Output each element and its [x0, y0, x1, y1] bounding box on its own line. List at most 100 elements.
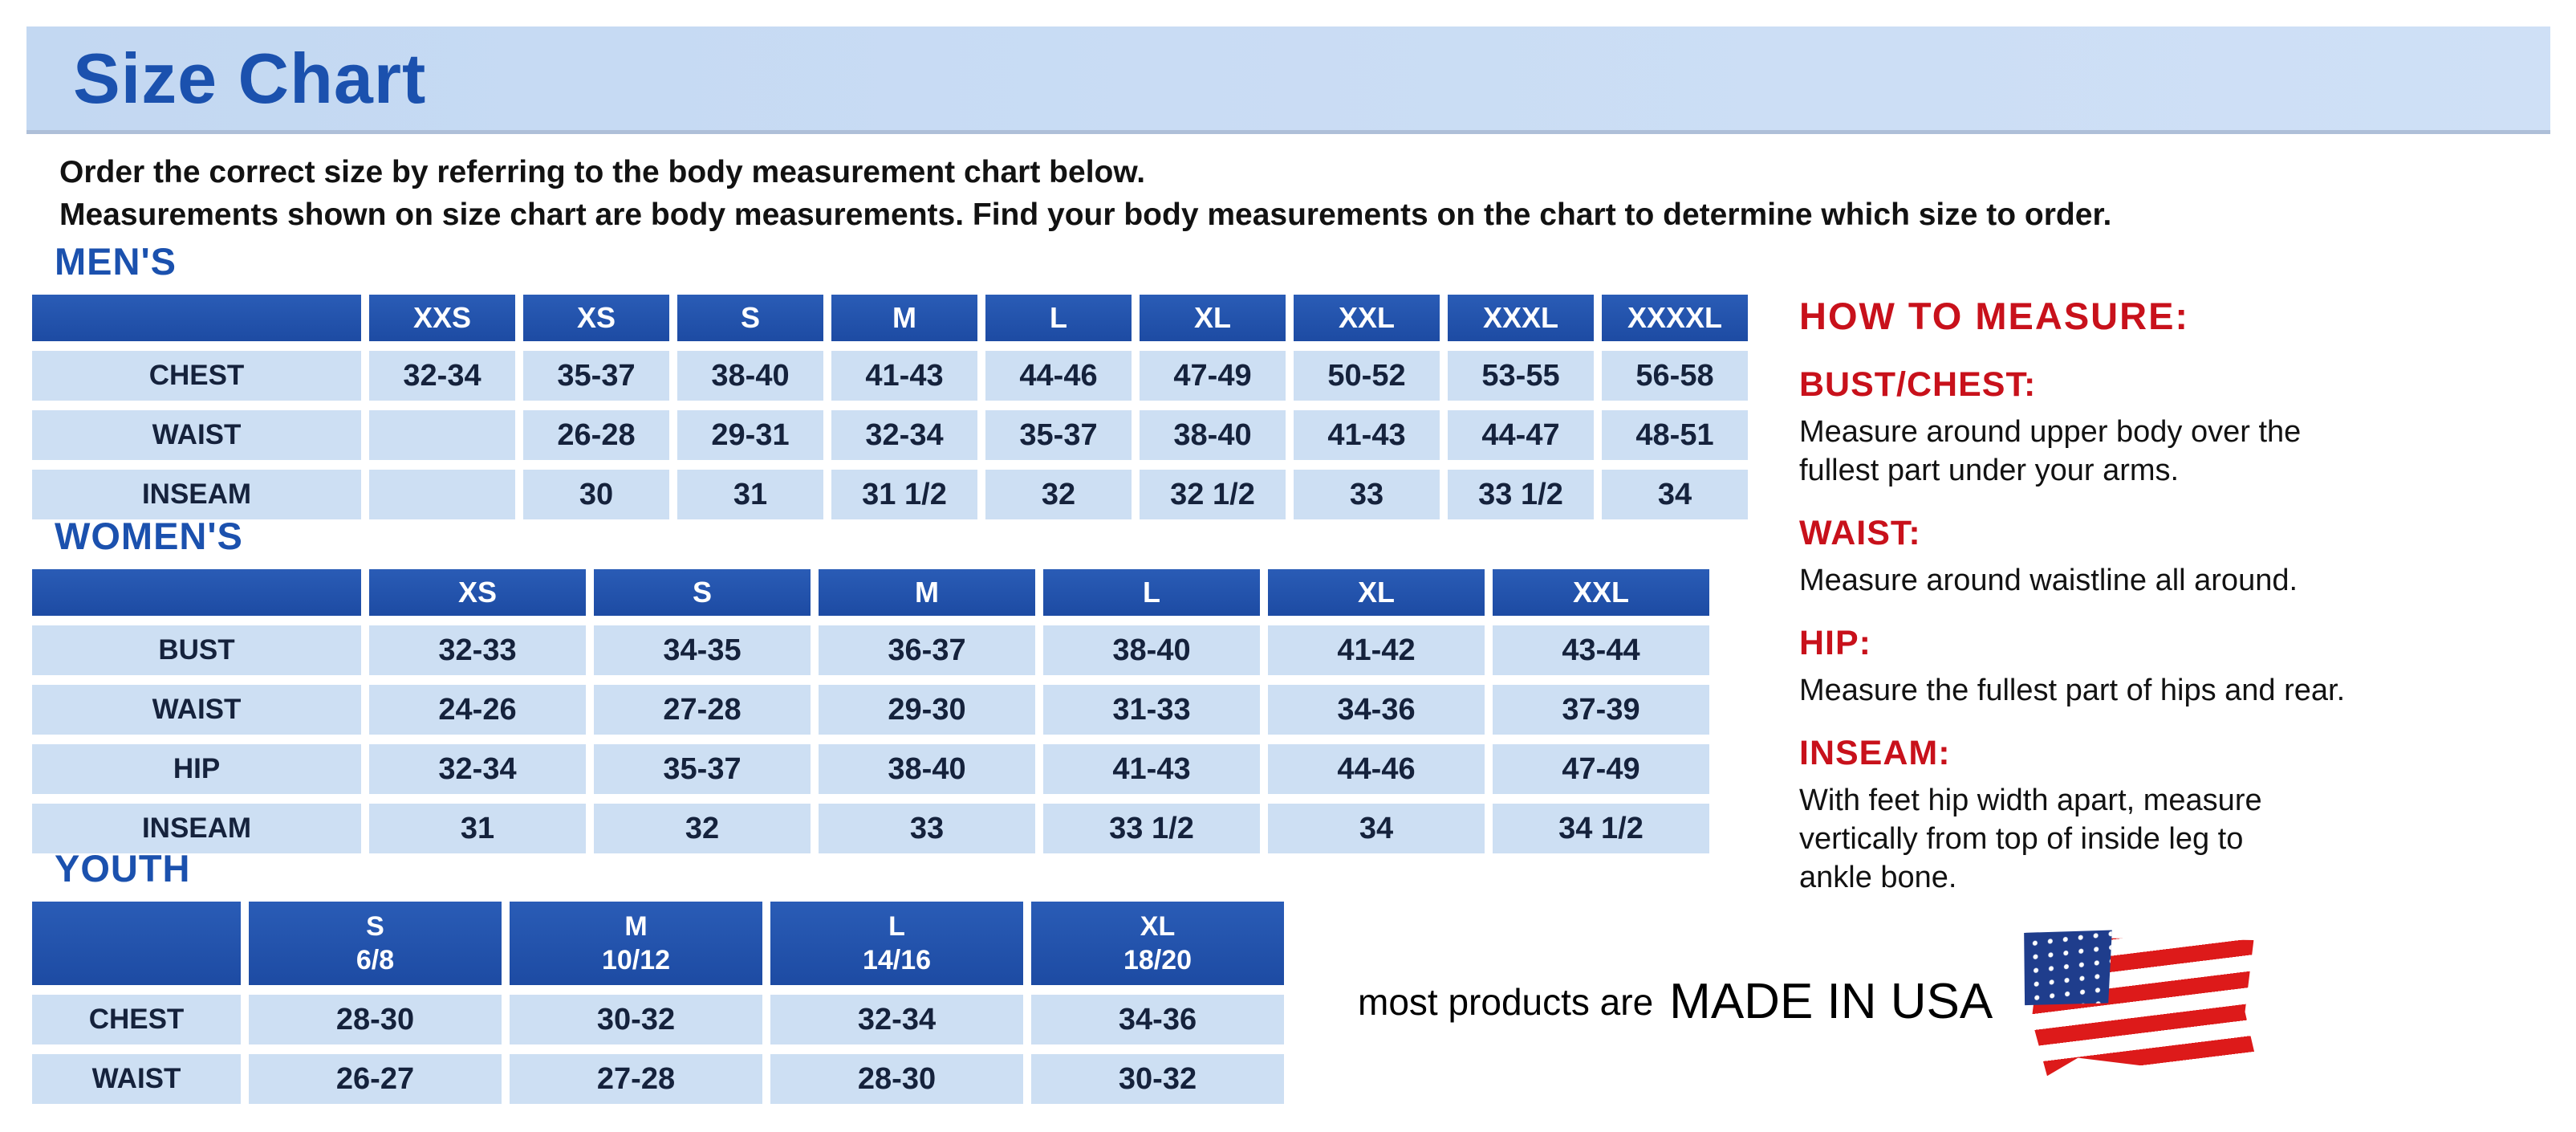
size-cell: 41-43	[1043, 744, 1260, 794]
size-cell: 36-37	[819, 625, 1035, 675]
column-header: M 10/12	[510, 902, 762, 985]
how-to-measure-items: BUST/CHEST: Measure around upper body ove…	[1799, 365, 2554, 897]
size-cell: 27-28	[510, 1054, 762, 1104]
size-cell: 32-34	[369, 351, 515, 401]
size-cell: 32 1/2	[1140, 470, 1286, 519]
size-cell: 47-49	[1493, 744, 1709, 794]
size-cell: 30-32	[510, 995, 762, 1044]
size-cell: 32-34	[831, 410, 977, 460]
size-cell: 28-30	[249, 995, 502, 1044]
size-cell: 34-36	[1031, 995, 1284, 1044]
size-cell: 32-34	[770, 995, 1023, 1044]
size-cell: 31 1/2	[831, 470, 977, 519]
corner-header-cell	[32, 295, 361, 341]
column-header: XL 18/20	[1031, 902, 1284, 985]
size-cell: 32	[594, 804, 811, 853]
size-cell: 28-30	[770, 1054, 1023, 1104]
column-header: XXXXL	[1602, 295, 1748, 341]
size-cell: 24-26	[369, 685, 586, 735]
size-cell: 26-27	[249, 1054, 502, 1104]
column-header: L 14/16	[770, 902, 1023, 985]
size-cell: 43-44	[1493, 625, 1709, 675]
size-cell: 29-30	[819, 685, 1035, 735]
measure-item-text: Measure the fullest part of hips and rea…	[1799, 674, 2346, 707]
size-cell: 34	[1268, 804, 1485, 853]
made-in-prefix: most products are	[1358, 980, 1654, 1023]
size-cell: 31	[677, 470, 823, 519]
row-label: BUST	[32, 625, 361, 675]
size-cell: 44-46	[985, 351, 1132, 401]
intro-text: Order the correct size by referring to t…	[59, 151, 2111, 236]
size-cell: 33 1/2	[1448, 470, 1594, 519]
womens-size-section: WOMEN'S XS S M L XL XXL BUST 32-33 34-35 36-37 38-…	[32, 514, 1709, 853]
row-label: WAIST	[32, 685, 361, 735]
size-cell: 47-49	[1140, 351, 1286, 401]
column-header: L	[1043, 569, 1260, 616]
corner-header-cell	[32, 569, 361, 616]
size-cell: 37-39	[1493, 685, 1709, 735]
size-cell: 44-46	[1268, 744, 1485, 794]
size-cell: 38-40	[1140, 410, 1286, 460]
how-to-measure-title: HOW TO MEASURE:	[1799, 295, 2190, 337]
measure-item-text: With feet hip width apart, measure verti…	[1799, 784, 2262, 894]
column-header: XL	[1140, 295, 1286, 341]
column-header: L	[985, 295, 1132, 341]
made-in-usa-text: MADE IN USA	[1669, 974, 1993, 1029]
page-title: Size Chart	[73, 38, 427, 118]
size-cell: 38-40	[819, 744, 1035, 794]
column-header: S	[677, 295, 823, 341]
column-header: S 6/8	[249, 902, 502, 985]
measure-item-text: Measure around upper body over the fulle…	[1799, 415, 2302, 487]
row-label: INSEAM	[32, 804, 361, 853]
column-header: XXL	[1493, 569, 1709, 616]
size-cell: 41-43	[831, 351, 977, 401]
corner-header-cell	[32, 902, 241, 985]
size-cell: 31-33	[1043, 685, 1260, 735]
column-header: XS	[523, 295, 669, 341]
womens-size-table: XS S M L XL XXL BUST 32-33 34-35 36-37 38-40 41-42 4…	[32, 569, 1709, 853]
measure-item-text: Measure around waistline all around.	[1799, 564, 2298, 597]
row-label: INSEAM	[32, 470, 361, 519]
intro-line-2: Measurements shown on size chart are bod…	[59, 197, 2112, 232]
title-banner: Size Chart	[26, 26, 2550, 134]
size-cell: 50-52	[1294, 351, 1440, 401]
measure-item-label: BUST/CHEST:	[1799, 365, 2037, 404]
usa-flag-icon	[2017, 919, 2272, 1085]
row-label: CHEST	[32, 995, 241, 1044]
size-cell: 35-37	[985, 410, 1132, 460]
size-cell: 35-37	[594, 744, 811, 794]
size-cell: 38-40	[677, 351, 823, 401]
size-cell: 32-34	[369, 744, 586, 794]
column-header: XL	[1268, 569, 1485, 616]
intro-line-1: Order the correct size by referring to t…	[59, 155, 1146, 189]
size-cell: 34	[1602, 470, 1748, 519]
size-cell: 35-37	[523, 351, 669, 401]
row-label: WAIST	[32, 410, 361, 460]
size-cell: 32-33	[369, 625, 586, 675]
size-cell: 27-28	[594, 685, 811, 735]
section-heading-womens: WOMEN'S	[55, 515, 243, 557]
section-heading-mens: MEN'S	[55, 240, 177, 283]
column-header: XXXL	[1448, 295, 1594, 341]
size-cell: 33	[1294, 470, 1440, 519]
size-cell: 30-32	[1031, 1054, 1284, 1104]
measure-item-label: WAIST:	[1799, 514, 1921, 552]
size-cell: 34 1/2	[1493, 804, 1709, 853]
size-cell	[369, 470, 515, 519]
size-cell: 33 1/2	[1043, 804, 1260, 853]
youth-size-section: YOUTH S 6/8 M 10/12 L 14/16 XL 18/20 CHEST 28-30 3…	[32, 846, 1284, 1104]
size-cell: 32	[985, 470, 1132, 519]
youth-size-table: S 6/8 M 10/12 L 14/16 XL 18/20 CHEST 28-30 30-32 32…	[32, 902, 1284, 1104]
column-header: S	[594, 569, 811, 616]
row-label: WAIST	[32, 1054, 241, 1104]
row-label: HIP	[32, 744, 361, 794]
flag-canton	[2022, 922, 2115, 1013]
size-cell	[369, 410, 515, 460]
measure-item-label: INSEAM:	[1799, 734, 1951, 772]
column-header: XS	[369, 569, 586, 616]
how-to-measure-panel: HOW TO MEASURE: BUST/CHEST: Measure aroun…	[1799, 294, 2554, 897]
size-cell: 31	[369, 804, 586, 853]
size-cell: 33	[819, 804, 1035, 853]
row-label: CHEST	[32, 351, 361, 401]
size-cell: 53-55	[1448, 351, 1594, 401]
